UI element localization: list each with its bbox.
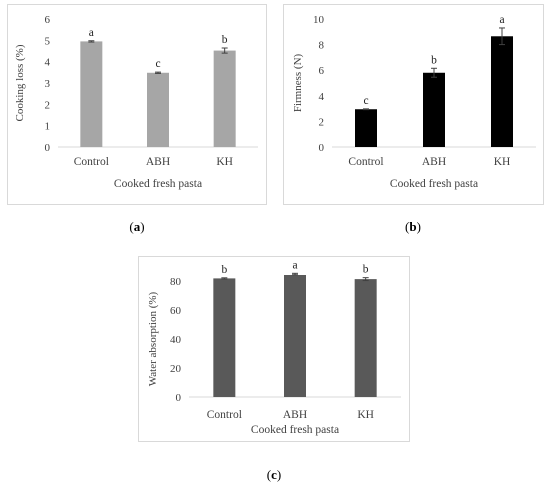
x-tick-label: Control [348,156,383,168]
significance-letter: a [292,259,297,271]
chart-panel-b: 0 2 4 6 8 10 Firmness (N) Cooked fresh pasta c Co… [283,4,544,205]
y-tick-label: 10 [313,14,325,26]
x-tick-label: ABH [422,156,446,168]
x-tick-label: KH [494,156,511,168]
chart-c-svg: 0 20 40 60 80 Water absorption (%) Cooked fres… [147,259,401,436]
caption-a: (a) [129,219,145,234]
y-axis-label: Water absorption (%) [147,291,159,386]
caption-b-letter: b [409,219,417,234]
y-tick-label: 2 [45,99,51,111]
caption-c: (c) [266,467,282,482]
y-tick-label: 20 [170,363,182,375]
chart-b-svg: 0 2 4 6 8 10 Firmness (N) Cooked fresh pasta c Co… [292,14,536,190]
bar-abh [423,72,445,147]
significance-letter: a [89,27,94,39]
x-tick-label: ABH [283,409,307,421]
x-tick-label: KH [357,409,374,421]
significance-letter: b [431,54,437,66]
caption-c-letter: c [271,467,277,482]
caption-a-letter: a [133,219,141,234]
x-tick-label: ABH [146,156,170,168]
chart-panel-c: 0 20 40 60 80 Water absorption (%) Cooked fres… [138,256,410,442]
y-tick-label: 3 [45,78,51,90]
significance-letter: c [363,95,368,107]
bar-abh [147,72,169,147]
y-tick-label: 0 [319,142,325,154]
significance-letter: b [363,264,369,276]
x-axis-label: Cooked fresh pasta [251,424,339,436]
y-tick-label: 4 [319,91,325,103]
significance-letter: b [222,34,228,46]
x-tick-label: Control [74,156,109,168]
bar-kh [213,50,236,147]
significance-letter: c [155,58,160,70]
bar-control [213,278,236,397]
y-tick-label: 8 [319,40,325,52]
bar-kh [354,279,377,397]
chart-a-svg: 0 1 2 3 4 5 6 Cooking loss (%) Cooked fresh past… [14,14,258,190]
x-axis-label: Cooked fresh pasta [114,178,202,190]
y-axis-label: Cooking loss (%) [14,44,26,121]
y-tick-label: 6 [319,65,325,77]
y-tick-label: 2 [319,116,325,128]
x-tick-label: KH [216,156,233,168]
bar-control [355,109,377,147]
significance-letter: b [221,264,227,276]
y-tick-label: 0 [45,142,51,154]
y-tick-label: 40 [170,334,182,346]
chart-panel-a: 0 1 2 3 4 5 6 Cooking loss (%) Cooked fresh past… [7,4,267,205]
y-tick-label: 6 [45,14,51,26]
y-tick-label: 80 [170,276,182,288]
caption-b: (b) [405,219,421,234]
y-tick-label: 0 [176,392,182,404]
x-tick-label: Control [207,409,242,421]
bar-abh [284,275,306,397]
bar-kh [491,36,513,147]
bar-control [80,41,103,147]
x-axis-label: Cooked fresh pasta [390,178,478,190]
y-tick-label: 4 [45,57,51,69]
y-tick-label: 1 [45,121,51,133]
y-tick-label: 60 [170,305,182,317]
significance-letter: a [499,14,504,26]
y-axis-label: Firmness (N) [292,53,304,112]
y-tick-label: 5 [45,35,51,47]
